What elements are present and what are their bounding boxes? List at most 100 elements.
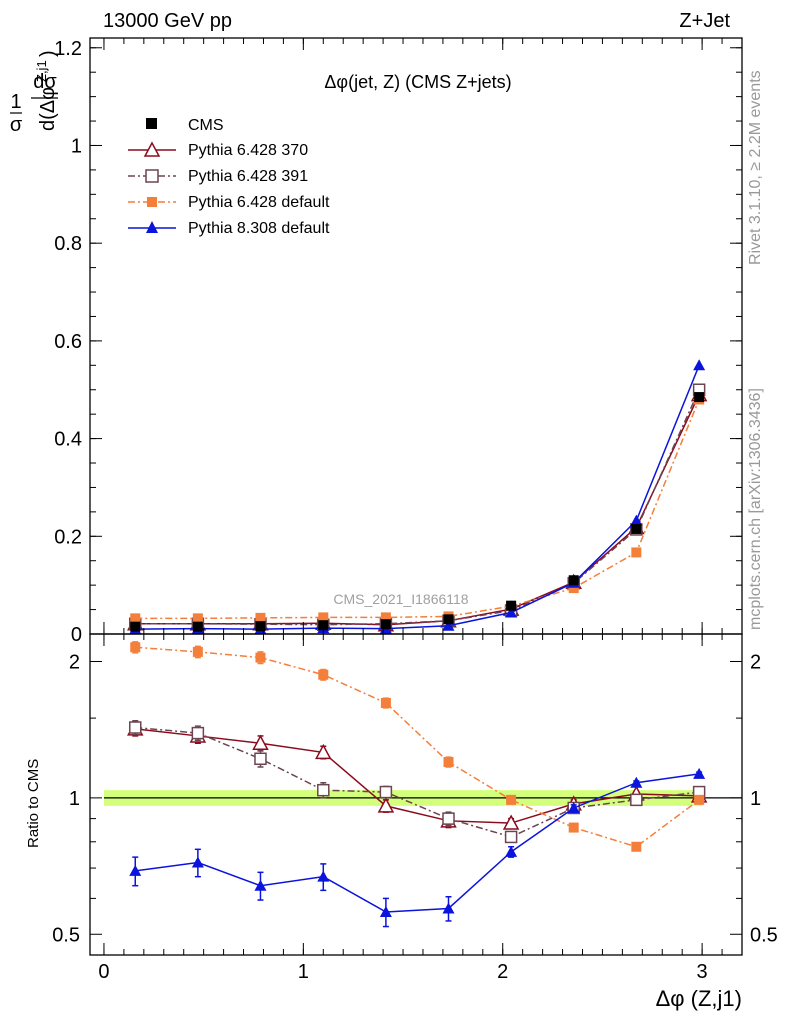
- data-point: [255, 612, 266, 623]
- legend: CMS Pythia 6.428 370 Pythia 6.428 391 Py…: [128, 117, 330, 237]
- data-point: [130, 621, 141, 632]
- ratio-point: [505, 845, 518, 857]
- ratio-line-3: [135, 773, 700, 913]
- ratio-point: [442, 812, 455, 825]
- ratio-point: [379, 905, 392, 917]
- y-axis-label-upper: 1 σ dσ d(Δφ Z,j1 ): [10, 50, 59, 136]
- ratio-point: [318, 669, 329, 680]
- svg-text:dσ: dσ: [33, 71, 57, 93]
- ratio-tick-label-right: 2: [750, 651, 761, 673]
- rivet-label: Rivet 3.1.10, ≥ 2.2M events: [747, 70, 764, 265]
- x-tick-label: 1: [298, 961, 309, 983]
- data-point: [318, 612, 329, 623]
- data-point: [693, 359, 706, 371]
- x-tick-label: 0: [98, 961, 109, 983]
- svg-text:σ: σ: [10, 114, 23, 136]
- ratio-point: [192, 646, 203, 657]
- legend-entry-cms: CMS: [146, 117, 224, 134]
- data-point: [192, 621, 203, 632]
- series-line-2: [135, 389, 700, 626]
- legend-entry-pythia6-370: Pythia 6.428 370: [128, 141, 308, 159]
- x-axis-label: Δφ (Z,j1): [656, 986, 742, 1011]
- ratio-tick-label-right: 1: [750, 788, 761, 810]
- series-line-4: [135, 365, 700, 630]
- ratio-point: [317, 783, 330, 797]
- ratio-point: [254, 879, 267, 891]
- data-point: [630, 514, 643, 526]
- data-point: [380, 612, 391, 623]
- analysis-watermark: CMS_2021_I1866118: [333, 591, 468, 607]
- svg-text:Pythia 6.428 370: Pythia 6.428 370: [188, 142, 308, 159]
- ratio-point: [130, 642, 141, 653]
- y-tick-label: 1.2: [54, 38, 82, 60]
- y-tick-label: 1: [71, 135, 82, 157]
- ratio-point: [191, 856, 204, 868]
- ratio-point: [315, 743, 332, 760]
- data-point: [631, 523, 642, 534]
- y-tick-label: 0.8: [54, 233, 82, 255]
- header-right: Z+Jet: [679, 10, 730, 32]
- ratio-tick-label: 1: [69, 788, 80, 810]
- ratio-point: [317, 870, 330, 882]
- ratio-point: [379, 785, 393, 799]
- data-point: [130, 613, 141, 624]
- ratio-tick-label: 2: [69, 651, 80, 673]
- y-tick-label: 0.6: [54, 331, 82, 353]
- plot-title: Δφ(jet, Z) (CMS Z+jets): [324, 72, 511, 92]
- data-point: [318, 620, 329, 631]
- legend-entry-pythia6-391: Pythia 6.428 391: [128, 168, 308, 185]
- series-line-3: [135, 399, 700, 620]
- ratio-point: [567, 801, 580, 813]
- ratio-point: [443, 757, 454, 768]
- svg-text:Pythia 8.308 default: Pythia 8.308 default: [188, 220, 330, 237]
- ratio-point: [442, 902, 455, 914]
- ratio-point: [129, 864, 142, 876]
- data-point: [380, 619, 391, 630]
- x-tick-label: 2: [497, 961, 508, 983]
- data-point: [505, 606, 518, 618]
- ratio-line-2: [135, 646, 700, 848]
- ratio-point: [377, 797, 395, 813]
- ratio-point: [129, 721, 142, 734]
- data-point: [442, 619, 455, 631]
- data-point: [694, 392, 705, 403]
- ratio-point: [255, 652, 266, 663]
- ratio-point: [504, 830, 518, 844]
- ratio-tick-label-right: 0.5: [750, 924, 778, 946]
- y-axis-label-ratio: Ratio to CMS: [25, 759, 42, 848]
- ratio-point: [568, 822, 579, 833]
- ratio-point: [254, 752, 267, 766]
- ratio-point: [693, 767, 706, 779]
- ratio-point: [191, 726, 205, 740]
- header-left: 13000 GeV pp: [103, 10, 232, 32]
- ratio-point: [380, 697, 391, 708]
- svg-text:1: 1: [10, 91, 21, 113]
- data-point: [568, 575, 579, 586]
- data-point: [192, 613, 203, 624]
- ratio-frame: [89, 633, 743, 956]
- svg-text:Pythia 6.428 391: Pythia 6.428 391: [188, 168, 308, 185]
- svg-text:Pythia 6.428 default: Pythia 6.428 default: [188, 194, 330, 211]
- mcplots-label: mcplots.cern.ch [arXiv:1306.3436]: [747, 388, 764, 630]
- y-tick-label: 0.4: [54, 429, 82, 451]
- y-tick-label: 0: [71, 624, 82, 646]
- ratio-point: [631, 841, 642, 852]
- ratio-point: [502, 814, 520, 830]
- ratio-point: [694, 794, 705, 805]
- legend-entry-pythia8-default: Pythia 8.308 default: [128, 220, 330, 237]
- legend-entry-pythia6-default: Pythia 6.428 default: [128, 194, 330, 211]
- ratio-tick-label: 0.5: [52, 924, 80, 946]
- data-point: [506, 600, 517, 611]
- ratio-line-0: [135, 728, 700, 824]
- svg-text:CMS: CMS: [188, 117, 224, 134]
- svg-text:): ): [37, 50, 59, 57]
- x-tick-label: 3: [697, 961, 708, 983]
- y-tick-label: 0.2: [54, 526, 82, 548]
- ratio-point: [630, 776, 643, 788]
- svg-text:d(Δφ: d(Δφ: [37, 87, 59, 131]
- data-point: [631, 547, 642, 558]
- ratio-line-1: [135, 726, 700, 838]
- svg-text:Z,j1: Z,j1: [34, 60, 49, 82]
- data-point: [568, 583, 579, 594]
